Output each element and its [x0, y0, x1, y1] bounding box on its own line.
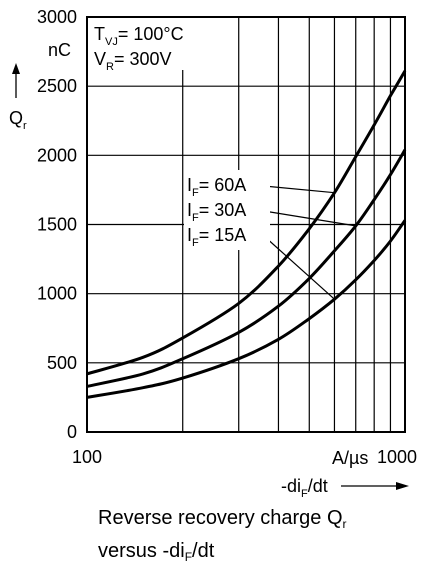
y-tick-label: 3000 [37, 7, 77, 27]
x-arrow-head-icon [396, 482, 409, 490]
y-tick-label: 1500 [37, 215, 77, 235]
series-label-15a: IF= 15A [187, 225, 246, 249]
series-curve-1 [86, 149, 407, 388]
leader-line-0 [263, 185, 335, 194]
y-unit-label: nC [48, 40, 71, 60]
label-leaders [263, 185, 356, 300]
series-labels: IF= 60A IF= 30A IF= 15A [184, 170, 270, 250]
x-unit-label: A/µs [332, 448, 368, 468]
series-curve-2 [86, 219, 407, 399]
recovery-charge-chart: 3000 2500 2000 1500 1000 500 0 100 1000 nC Qr A… [9, 7, 417, 500]
condition-temperature: TVJ= 100°C [94, 24, 184, 48]
condition-voltage: VR= 300V [94, 49, 172, 73]
y-tick-labels: 3000 2500 2000 1500 1000 500 0 [37, 7, 77, 442]
y-tick-label: 2000 [37, 145, 77, 165]
y-tick-label: 2500 [37, 76, 77, 96]
x-tick-labels: 100 1000 [72, 447, 417, 467]
y-tick-label: 1000 [37, 284, 77, 304]
conditions-box [88, 18, 204, 70]
y-arrow-head-icon [12, 63, 20, 74]
figure-caption: Reverse recovery charge Qr versus -diF/d… [98, 505, 347, 571]
series-label-60a: IF= 60A [187, 175, 246, 199]
y-axis-label: Qr [9, 108, 27, 132]
x-tick-label: 1000 [377, 447, 417, 467]
plot-frame [86, 16, 406, 433]
leader-line-1 [263, 210, 356, 227]
caption-line-1: Reverse recovery charge Qr [98, 507, 347, 531]
y-tick-label: 0 [67, 422, 77, 442]
series-label-30a: IF= 30A [187, 200, 246, 224]
x-axis-label: -diF/dt [281, 476, 328, 500]
series-curve-0 [86, 70, 407, 376]
caption-line-2: versus -diF/dt [98, 540, 215, 564]
x-tick-label: 100 [72, 447, 102, 467]
y-tick-label: 500 [47, 353, 77, 373]
series-label-bg [184, 170, 270, 250]
leader-line-2 [263, 235, 335, 300]
curves [86, 70, 407, 399]
